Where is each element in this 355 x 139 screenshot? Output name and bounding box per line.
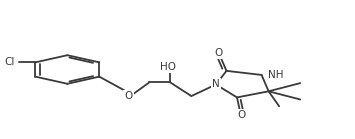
Text: O: O [237,110,245,120]
Text: NH: NH [268,70,283,80]
Text: O: O [125,91,133,101]
Text: O: O [215,48,223,58]
Text: HO: HO [160,61,176,71]
Text: N: N [212,80,220,90]
Text: Cl: Cl [4,57,14,67]
